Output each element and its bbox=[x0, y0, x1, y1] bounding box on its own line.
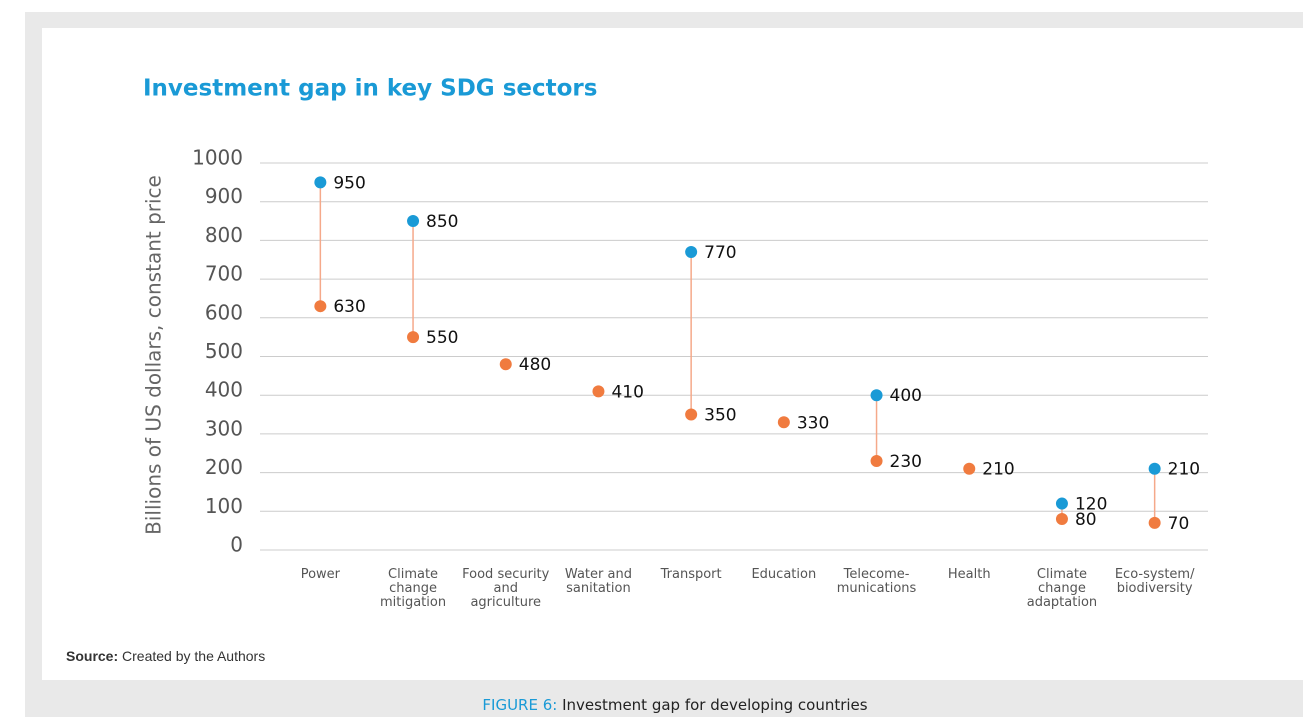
caption: FIGURE 6: Investment gap for developing … bbox=[482, 696, 867, 714]
data-label: 350 bbox=[704, 406, 736, 426]
dot bbox=[499, 358, 512, 371]
x-tick-label: Power bbox=[300, 567, 340, 582]
y-tick-label: 1000 bbox=[192, 146, 243, 170]
x-tick-label: Education bbox=[751, 567, 817, 582]
data-label: 400 bbox=[890, 386, 922, 406]
dot bbox=[407, 215, 420, 228]
data-label: 480 bbox=[519, 355, 551, 375]
data-label: 120 bbox=[1075, 495, 1107, 515]
x-tick-label: Transport bbox=[660, 567, 722, 582]
x-tick-label: Telecome-munications bbox=[836, 567, 917, 596]
y-tick-label: 500 bbox=[205, 339, 243, 363]
y-tick-label: 200 bbox=[205, 455, 243, 479]
dot bbox=[314, 300, 327, 313]
dot bbox=[685, 246, 698, 259]
y-tick-label: 100 bbox=[205, 494, 243, 518]
y-tick-label: 0 bbox=[230, 533, 243, 557]
data-label: 410 bbox=[611, 382, 643, 402]
data-label: 770 bbox=[704, 243, 736, 263]
source: Source: Created by the Authors bbox=[66, 648, 265, 664]
y-axis-label: Billions of US dollars, constant price bbox=[142, 175, 166, 535]
x-tick-label: Climate change mitigation bbox=[379, 567, 447, 610]
data-label: 230 bbox=[890, 452, 922, 472]
chart-title: Investment gap in key SDG sectors bbox=[143, 76, 597, 102]
data-label: 80 bbox=[1075, 510, 1097, 530]
data-label: 210 bbox=[1168, 460, 1200, 480]
y-tick-label: 400 bbox=[205, 378, 243, 402]
data-label: 210 bbox=[982, 460, 1014, 480]
x-tick-label: Food security and agriculture bbox=[462, 567, 550, 610]
x-tick-label: Health bbox=[947, 567, 991, 582]
dot bbox=[407, 331, 420, 344]
data-label: 70 bbox=[1168, 514, 1190, 534]
y-tick-label: 600 bbox=[205, 300, 243, 324]
dot bbox=[1148, 462, 1161, 475]
data-label: 950 bbox=[333, 173, 365, 193]
dot bbox=[314, 176, 327, 189]
source-text: Created by the Authors bbox=[122, 648, 265, 664]
dot bbox=[592, 385, 605, 398]
dot bbox=[777, 416, 790, 429]
dot bbox=[1055, 513, 1068, 526]
card bbox=[42, 28, 1303, 680]
y-tick-label: 700 bbox=[205, 262, 243, 286]
x-tick-label: Eco-system/ biodiversity bbox=[1114, 567, 1195, 596]
x-tick-label: Climate change adaptation bbox=[1026, 567, 1098, 610]
dot bbox=[963, 462, 976, 475]
y-tick-label: 300 bbox=[205, 416, 243, 440]
dot bbox=[1055, 497, 1068, 510]
dot bbox=[685, 408, 698, 421]
data-label: 630 bbox=[333, 297, 365, 317]
dot bbox=[870, 454, 883, 467]
x-tick-label: Water and sanitation bbox=[564, 567, 632, 596]
caption-label: FIGURE 6: bbox=[482, 696, 557, 714]
data-label: 550 bbox=[426, 328, 458, 348]
y-tick-label: 900 bbox=[205, 184, 243, 208]
dot bbox=[1148, 516, 1161, 529]
caption-text: Investment gap for developing countries bbox=[562, 696, 868, 714]
dot bbox=[870, 389, 883, 402]
y-tick-label: 800 bbox=[205, 223, 243, 247]
data-label: 850 bbox=[426, 212, 458, 232]
data-label: 330 bbox=[797, 413, 829, 433]
source-label: Source: bbox=[66, 648, 118, 664]
